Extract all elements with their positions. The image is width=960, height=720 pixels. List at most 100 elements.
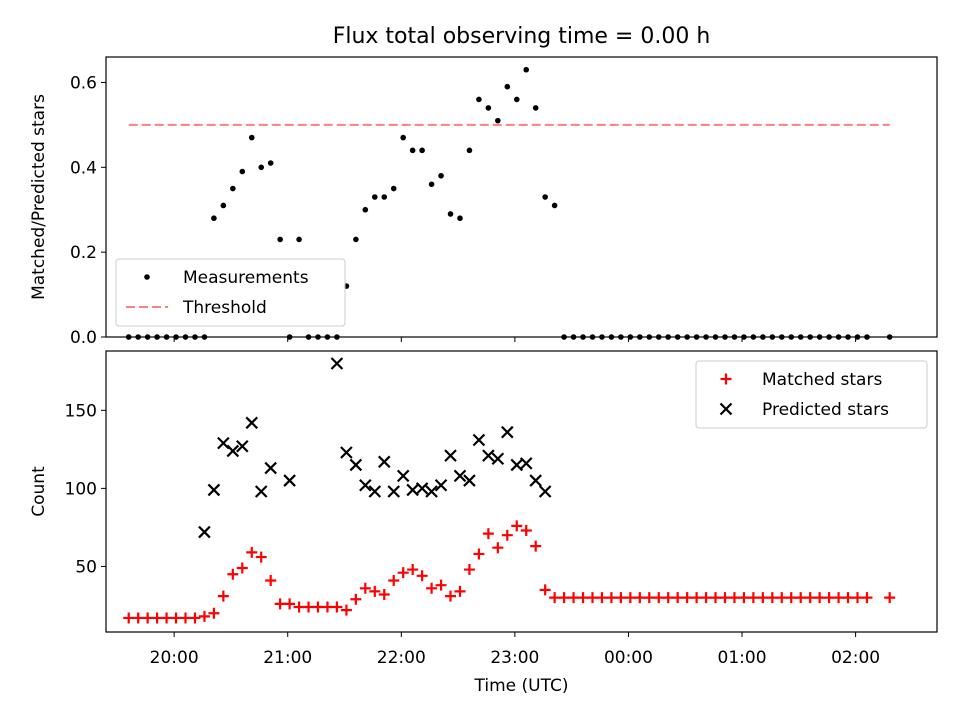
predicted-star-point <box>538 485 552 498</box>
matched-star-point <box>851 592 863 604</box>
measurement-point <box>267 160 274 166</box>
matched-star-point <box>378 589 390 601</box>
predicted-star-point <box>501 425 514 439</box>
predicted-star-point <box>387 485 401 498</box>
matched-star-point <box>303 601 315 613</box>
predicted-star-point <box>264 461 277 475</box>
matched-star-point <box>691 592 703 604</box>
matched-star-point <box>511 520 523 532</box>
matched-star-point <box>568 592 580 604</box>
predicted-star-point <box>510 458 524 472</box>
matched-star-point <box>757 592 769 604</box>
measurement-point <box>485 105 492 111</box>
measurement-point <box>428 181 435 188</box>
matched-star-point <box>208 607 220 619</box>
matched-star-point <box>492 542 504 554</box>
matched-star-point <box>605 592 617 604</box>
legend-marker-predicted <box>719 402 733 416</box>
legend: Matched stars Predicted stars <box>695 360 928 429</box>
matched-star-point <box>615 592 627 604</box>
x-tick-label: 22:00 <box>377 648 426 668</box>
predicted-star-point <box>406 483 419 497</box>
measurement-point <box>457 215 463 222</box>
y-axis-label: Matched/Predicted stars <box>29 94 49 300</box>
matched-star-point <box>227 568 239 580</box>
predicted-star-point <box>283 474 296 487</box>
matched-star-point <box>662 592 674 604</box>
matched-star-point <box>445 590 457 602</box>
measurement-point <box>400 134 406 141</box>
matched-star-point <box>388 574 400 586</box>
matched-star-point <box>454 585 466 597</box>
legend-label-measurements: Measurements <box>183 268 309 288</box>
matched-star-point <box>435 579 447 591</box>
bottom-panel: 50 100 150 20:00 21:00 22:00 23:00 00:00 01:00 02… <box>29 350 938 696</box>
predicted-star-point <box>359 478 372 492</box>
predicted-star-point <box>444 449 457 462</box>
measurement-point <box>466 147 473 154</box>
measurement-point <box>258 164 265 171</box>
matched-star-point <box>170 612 182 624</box>
y-tick-label: 150 <box>65 401 97 421</box>
measurement-point <box>551 202 558 209</box>
matched-star-point <box>833 592 845 604</box>
matched-star-point <box>463 564 475 576</box>
predicted-star-point <box>368 485 382 498</box>
legend-box <box>695 360 928 429</box>
measurement-point <box>532 105 539 111</box>
matched-star-point <box>180 612 192 624</box>
y-tick-label: 0.2 <box>70 243 97 263</box>
measurement-point <box>513 96 520 103</box>
matched-star-point <box>359 582 371 594</box>
predicted-star-point <box>472 433 486 447</box>
legend-label-matched: Matched stars <box>762 370 882 390</box>
predicted-star-point <box>236 439 249 453</box>
y-tick-label: 0.6 <box>70 73 97 93</box>
matched-star-point <box>558 592 570 604</box>
predicted-star-point <box>519 457 533 470</box>
matched-star-point <box>331 601 343 613</box>
measurement-point <box>211 215 217 222</box>
matched-star-point <box>842 592 854 604</box>
measurement-point <box>248 134 255 141</box>
legend-marker-matched <box>720 373 732 385</box>
matched-star-point <box>672 592 684 604</box>
matched-star-point <box>416 570 428 582</box>
predicted-star-point <box>529 474 542 487</box>
matched-star-point <box>123 612 135 624</box>
matched-star-point <box>596 592 608 604</box>
predicted-star-point <box>254 485 268 498</box>
matched-star-point <box>426 582 438 594</box>
predicted-star-point <box>453 469 467 483</box>
measurement-point <box>353 236 359 243</box>
measurement-point <box>419 147 425 154</box>
legend-marker-measurements <box>144 274 150 280</box>
matched-star-point <box>407 564 419 576</box>
predicted-star-point <box>482 449 495 462</box>
x-tick-label: 21:00 <box>263 648 312 668</box>
matched-star-point <box>217 590 229 602</box>
x-axis-label: Time (UTC) <box>474 676 569 696</box>
y-tick-label: 50 <box>75 557 97 577</box>
matched-star-point <box>198 610 210 622</box>
matched-star-point <box>700 592 712 604</box>
matched-star-point <box>643 592 655 604</box>
matched-star-point <box>804 592 816 604</box>
matched-star-point <box>293 601 305 613</box>
matched-star-point <box>473 548 485 560</box>
matched-star-point <box>255 551 267 563</box>
matched-star-point <box>284 598 296 610</box>
measurement-point <box>476 96 482 103</box>
matched-star-point <box>236 562 248 574</box>
predicted-star-point <box>396 469 410 483</box>
y-axis-label: Count <box>29 466 49 517</box>
matched-star-point <box>520 525 532 537</box>
measurement-point <box>542 194 548 200</box>
measurement-point <box>381 194 388 200</box>
legend: Measurements Threshold <box>115 258 346 327</box>
predicted-star-point <box>245 416 259 430</box>
measurement-point <box>230 185 236 192</box>
measurement-point <box>523 66 530 73</box>
matched-star-point <box>397 567 409 579</box>
